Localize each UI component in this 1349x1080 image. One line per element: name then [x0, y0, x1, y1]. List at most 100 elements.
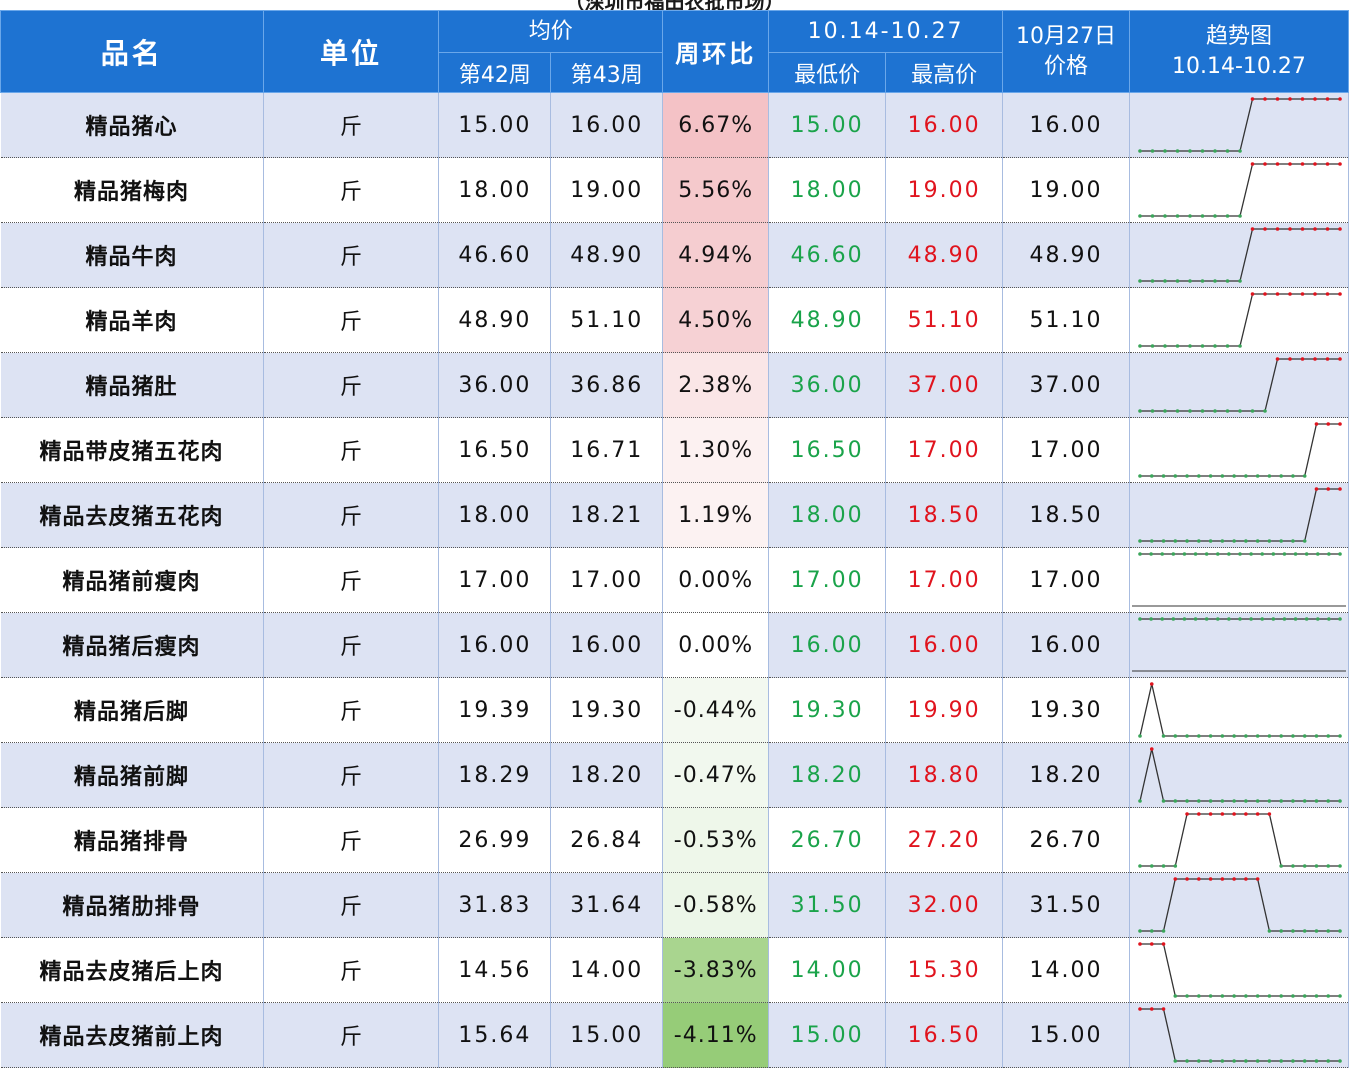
table-row[interactable]: 精品去皮猪后上肉斤 14.56 14.00 -3.83% 14.00 15.30 14.00 [0, 937, 1349, 1003]
table-row[interactable]: 精品去皮猪五花肉斤 18.00 18.21 1.19% 18.00 18.50 18.50 [0, 482, 1349, 548]
trend-point [1149, 1007, 1154, 1011]
trend-point [1314, 799, 1319, 803]
header-name[interactable]: 品名 [0, 10, 264, 93]
trend-point [1213, 149, 1217, 153]
table-row[interactable]: 精品猪后脚斤 19.39 19.30 -0.44% 19.30 19.90 19.30 [0, 677, 1349, 743]
oct27-price-cell: 37.00 [1002, 352, 1130, 418]
item-name-cell: 精品猪前脚 [0, 742, 264, 808]
unit-cell: 斤 [263, 1002, 440, 1068]
table-row[interactable]: 精品猪后瘦肉斤 16.00 16.00 0.00% 16.00 16.00 16.00 [0, 612, 1349, 678]
trend-sparkline-cell [1129, 677, 1349, 743]
trend-point [1238, 552, 1242, 556]
table-row[interactable]: 精品猪肋排骨斤 31.83 31.64 -0.58% 31.50 32.00 31.50 [0, 872, 1349, 938]
trend-point [1149, 474, 1154, 478]
trend-point [1263, 227, 1267, 231]
trend-point [1313, 162, 1317, 166]
trend-sparkline [1138, 682, 1342, 738]
week42-avg-cell: 19.39 [438, 677, 552, 743]
trend-point [1208, 734, 1213, 738]
table-row[interactable]: 精品猪肚斤 36.00 36.86 2.38% 36.00 37.00 37.00 [0, 352, 1349, 418]
header-trend[interactable]: 趋势图 10.14-10.27 [1128, 10, 1349, 93]
min-price-cell: 14.00 [768, 937, 887, 1003]
price-table: 品名 单位 均价 周环比 10.14-10.27 10月27日 价格 趋势图 1… [0, 10, 1349, 1068]
trend-point [1325, 227, 1330, 231]
unit-cell: 斤 [263, 807, 440, 873]
trend-point [1279, 994, 1283, 998]
trend-point [1255, 994, 1260, 998]
week-over-week-cell: 0.00% [662, 612, 770, 678]
trend-point [1150, 279, 1155, 283]
trend-point [1315, 617, 1320, 621]
header-week42[interactable]: 第42周 [438, 52, 552, 93]
table-row[interactable]: 精品猪心斤 15.00 16.00 6.67% 15.00 16.00 16.00 [0, 92, 1349, 158]
table-row[interactable]: 精品猪梅肉斤 18.00 19.00 5.56% 18.00 19.00 19.00 [0, 157, 1349, 223]
table-row[interactable]: 精品羊肉斤 48.90 51.10 4.50% 48.90 51.10 51.10 [0, 287, 1349, 353]
trend-point [1196, 799, 1201, 803]
trend-point [1325, 357, 1330, 361]
trend-line [1139, 293, 1340, 347]
header-oct27[interactable]: 10月27日 价格 [1002, 10, 1130, 93]
header-low[interactable]: 最低价 [768, 52, 887, 93]
header-high[interactable]: 最高价 [885, 52, 1004, 93]
table-row[interactable]: 精品猪前瘦肉斤 17.00 17.00 0.00% 17.00 17.00 17.00 [0, 547, 1349, 613]
trend-point [1200, 344, 1205, 348]
trend-point [1171, 617, 1176, 621]
trend-point [1260, 617, 1264, 621]
trend-point [1149, 942, 1154, 946]
trend-point [1173, 864, 1178, 868]
trend-point [1326, 734, 1330, 738]
trend-sparkline-cell [1129, 937, 1349, 1003]
trend-point [1196, 877, 1201, 881]
week-over-week-cell: -0.47% [662, 742, 770, 808]
week-over-week-cell: 4.50% [662, 287, 770, 353]
item-name-cell: 精品羊肉 [0, 287, 264, 353]
table-row[interactable]: 精品牛肉斤 46.60 48.90 4.94% 46.60 48.90 48.90 [0, 222, 1349, 288]
header-wow[interactable]: 周环比 [662, 10, 770, 93]
trend-point [1173, 539, 1178, 543]
trend-point [1220, 474, 1225, 478]
table-row[interactable]: 精品猪排骨斤 26.99 26.84 -0.53% 26.70 27.20 26.70 [0, 807, 1349, 873]
table-row[interactable]: 精品去皮猪前上肉斤 15.64 15.00 -4.11% 15.00 16.50 15.00 [0, 1002, 1349, 1068]
item-name-cell: 精品猪前瘦肉 [0, 547, 264, 613]
trend-point [1244, 812, 1248, 816]
trend-point [1196, 812, 1201, 816]
trend-point [1302, 864, 1307, 868]
min-price-cell: 36.00 [768, 352, 887, 418]
header-avg[interactable]: 均价 [438, 10, 664, 53]
trend-point [1314, 929, 1319, 933]
trend-point [1302, 799, 1307, 803]
min-price-cell: 48.90 [768, 287, 887, 353]
trend-point [1326, 929, 1330, 933]
max-price-cell: 16.00 [885, 612, 1004, 678]
trend-point [1149, 539, 1154, 543]
trend-sparkline [1138, 357, 1342, 413]
trend-point [1314, 734, 1319, 738]
trend-point [1255, 539, 1260, 543]
header-week43[interactable]: 第43周 [550, 52, 664, 93]
trend-point [1173, 474, 1178, 478]
table-row[interactable]: 精品带皮猪五花肉斤 16.50 16.71 1.30% 16.50 17.00 17.00 [0, 417, 1349, 483]
trend-point [1288, 162, 1292, 166]
trend-point [1313, 357, 1317, 361]
week-over-week-cell: 6.67% [662, 92, 770, 158]
trend-point [1232, 799, 1236, 803]
trend-point [1326, 864, 1330, 868]
oct27-price-cell: 16.00 [1002, 612, 1130, 678]
table-row[interactable]: 精品猪前脚斤 18.29 18.20 -0.47% 18.20 18.80 18.20 [0, 742, 1349, 808]
header-trend-line2: 10.14-10.27 [1172, 53, 1306, 79]
trend-point [1238, 344, 1242, 348]
header-unit[interactable]: 单位 [262, 10, 440, 93]
trend-point [1291, 864, 1295, 868]
week-over-week-cell: -4.11% [662, 1002, 770, 1068]
trend-point [1326, 422, 1330, 426]
trend-point [1208, 474, 1213, 478]
min-price-cell: 15.00 [768, 1002, 887, 1068]
trend-point [1161, 734, 1166, 738]
trend-point [1138, 344, 1142, 348]
trend-line [1139, 163, 1340, 217]
header-range[interactable]: 10.14-10.27 [768, 10, 1004, 53]
trend-point [1288, 357, 1292, 361]
trend-point [1196, 474, 1201, 478]
unit-cell: 斤 [263, 222, 440, 288]
trend-sparkline [1138, 877, 1342, 933]
